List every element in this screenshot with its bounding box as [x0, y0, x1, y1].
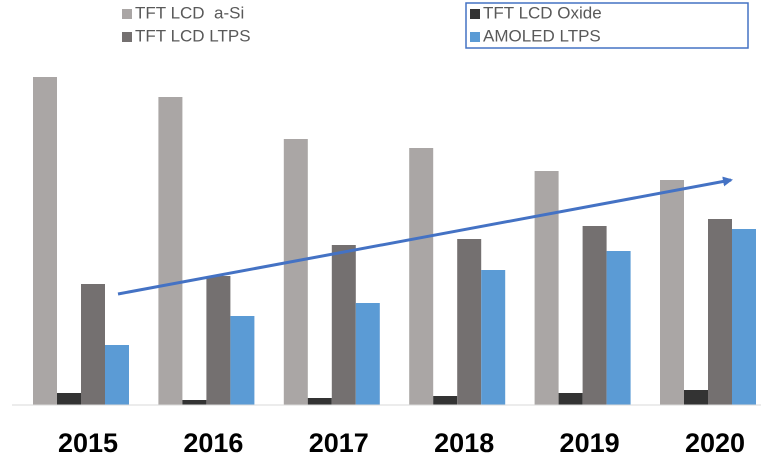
x-tick-label: 2018 [434, 428, 494, 458]
bar [105, 345, 129, 405]
legend-label: TFT LCD Oxide [483, 3, 602, 22]
legend-label: TFT LCD LTPS [135, 26, 251, 45]
legend-swatch [470, 9, 480, 19]
legend-box [465, 2, 749, 49]
bar [158, 97, 183, 405]
legend-swatch [470, 32, 480, 42]
legend-label: AMOLED LTPS [483, 26, 601, 45]
bar [582, 226, 607, 405]
bar [684, 390, 708, 405]
x-tick-label: 2019 [560, 428, 620, 458]
x-tick-label: 2015 [58, 428, 118, 458]
bar [33, 77, 57, 405]
bar [708, 219, 732, 405]
bar [206, 276, 231, 405]
bar [457, 239, 482, 405]
x-tick-label: 2016 [183, 428, 243, 458]
bar [182, 400, 207, 405]
x-tick-label: 2017 [309, 428, 369, 458]
bar [355, 303, 380, 405]
bar [409, 148, 434, 405]
legend-label: TFT LCD a-Si [135, 3, 244, 22]
bar [230, 316, 255, 405]
bar [331, 245, 356, 405]
bar [283, 139, 308, 405]
bar [57, 393, 81, 405]
bar [481, 270, 506, 405]
bar [433, 396, 458, 405]
trend-arrow [117, 176, 733, 296]
legend-swatch [122, 9, 132, 19]
bar [534, 171, 559, 405]
legend-swatch [122, 32, 132, 42]
bar [660, 180, 684, 405]
x-tick-label: 2020 [685, 428, 745, 458]
bar [732, 229, 756, 405]
bar [81, 284, 105, 405]
bar [558, 393, 583, 405]
bar [606, 251, 631, 405]
bar [307, 398, 332, 405]
